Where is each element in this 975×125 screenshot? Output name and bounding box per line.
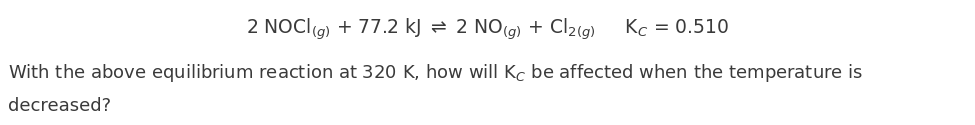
Text: With the above equilibrium reaction at 320 K, how will K$_{C}$ be affected when : With the above equilibrium reaction at 3… <box>8 62 863 84</box>
Text: decreased?: decreased? <box>8 97 111 115</box>
Text: 2 NOCl$_{(g)}$ + 77.2 kJ $\rightleftharpoons$ 2 NO$_{(g)}$ + Cl$_{2(g)}$     K$_: 2 NOCl$_{(g)}$ + 77.2 kJ $\rightleftharp… <box>246 16 729 42</box>
